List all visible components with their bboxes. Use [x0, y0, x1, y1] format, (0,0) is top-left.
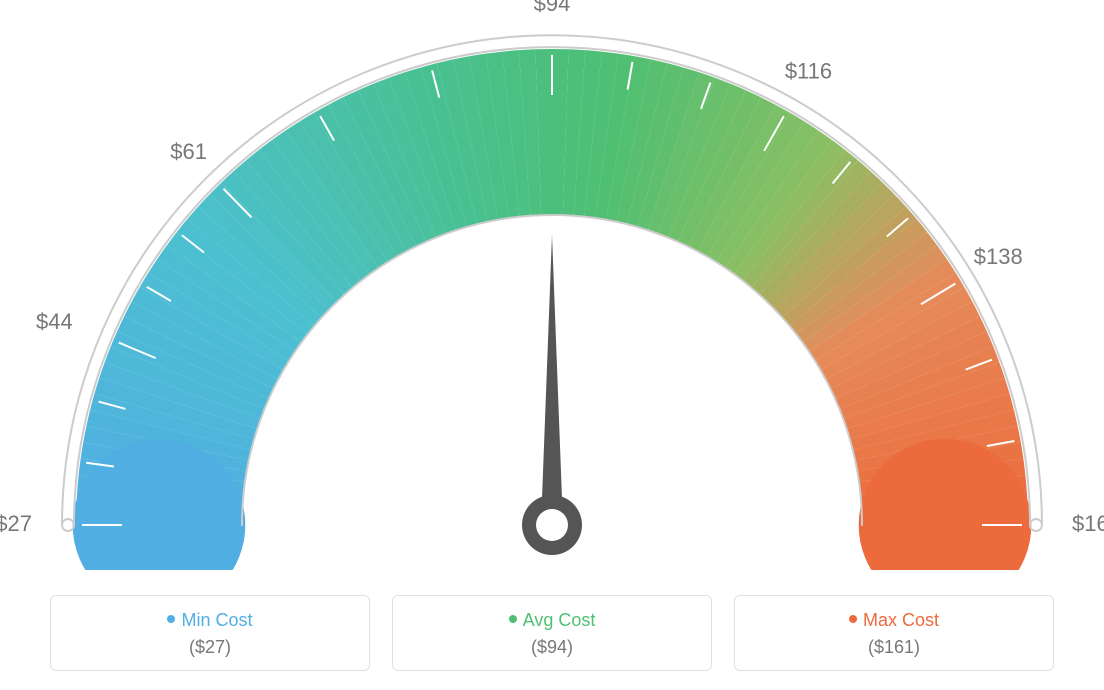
gauge-tick-label: $116	[785, 59, 832, 84]
legend-avg-title-text: Avg Cost	[523, 610, 596, 630]
legend-min-title-text: Min Cost	[181, 610, 252, 630]
gauge-tick-label: $44	[36, 309, 73, 334]
gauge-tick-label: $94	[534, 0, 571, 16]
legend-min-value: ($27)	[51, 637, 369, 658]
legend-min-title: Min Cost	[51, 610, 369, 631]
legend-max-value: ($161)	[735, 637, 1053, 658]
dot-icon	[849, 615, 857, 623]
gauge-tick-label: $61	[170, 139, 207, 164]
legend-avg-cost: Avg Cost ($94)	[392, 595, 712, 671]
gauge-tick-label: $138	[974, 244, 1023, 269]
legend-avg-title: Avg Cost	[393, 610, 711, 631]
legend-avg-value: ($94)	[393, 637, 711, 658]
legend-row: Min Cost ($27) Avg Cost ($94) Max Cost (…	[50, 595, 1054, 671]
legend-max-cost: Max Cost ($161)	[734, 595, 1054, 671]
gauge-tick-label: $161	[1072, 511, 1104, 536]
dot-icon	[509, 615, 517, 623]
dot-icon	[167, 615, 175, 623]
legend-min-cost: Min Cost ($27)	[50, 595, 370, 671]
cost-gauge-chart: $27 $44 $61 $94 $116 $138 $161	[0, 0, 1104, 570]
gauge-tick-label: $27	[0, 511, 32, 536]
gauge-svg: $27 $44 $61 $94 $116 $138 $161	[0, 0, 1104, 570]
legend-max-title-text: Max Cost	[863, 610, 939, 630]
legend-max-title: Max Cost	[735, 610, 1053, 631]
